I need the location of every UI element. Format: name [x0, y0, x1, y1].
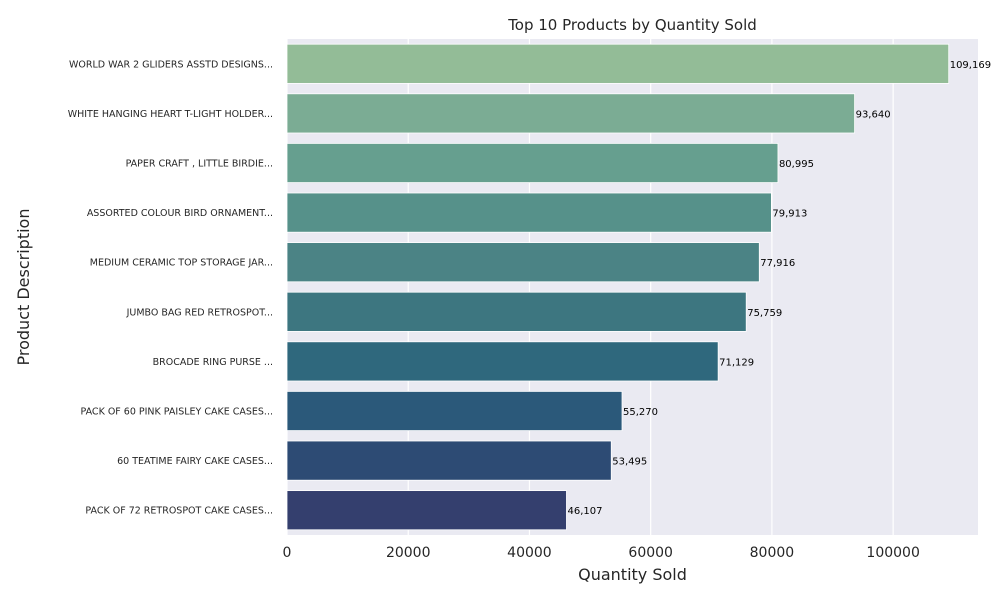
bar-value-label: 77,916: [760, 258, 795, 269]
bar-value-label: 55,270: [623, 407, 658, 418]
bar-value-label: 71,129: [719, 357, 754, 368]
x-tick-label: 0: [283, 545, 292, 561]
bar-value-label: 109,169: [950, 60, 991, 71]
y-tick-labels: WORLD WAR 2 GLIDERS ASSTD DESIGNS... WHIT…: [68, 59, 273, 516]
bar-value-label: 79,913: [772, 209, 807, 220]
y-tick-label: BROCADE RING PURSE ...: [153, 357, 273, 368]
x-tick-label: 80000: [750, 545, 795, 561]
bar: [286, 43, 950, 84]
bar: [286, 490, 567, 531]
bar: [286, 242, 760, 283]
x-tick-label: 100000: [866, 545, 919, 561]
bar: [286, 93, 855, 134]
y-tick-label: WORLD WAR 2 GLIDERS ASSTD DESIGNS...: [69, 59, 273, 70]
chart-title: Top 10 Products by Quantity Sold: [507, 16, 757, 34]
bar-value-label: 75,759: [747, 308, 782, 319]
bars: [286, 43, 950, 531]
bar-value-label: 46,107: [567, 506, 602, 517]
bar: [286, 143, 779, 183]
x-tick-label: 60000: [628, 545, 673, 561]
bar: [286, 341, 719, 382]
x-tick-label: 40000: [507, 545, 552, 561]
bar: [286, 440, 612, 481]
value-labels: 109,169 93,640 80,995 79,913 77,916 75,759 71,…: [567, 60, 991, 517]
y-tick-label: ASSORTED COLOUR BIRD ORNAMENT...: [87, 208, 273, 219]
x-tick-label: 20000: [386, 545, 431, 561]
bar-value-label: 93,640: [856, 109, 891, 120]
bar: [286, 291, 747, 332]
x-tick-labels: 0 20000 40000 60000 80000 100000: [283, 545, 920, 561]
y-tick-label: PACK OF 60 PINK PAISLEY CAKE CASES...: [80, 407, 273, 418]
bar: [286, 391, 623, 431]
y-tick-label: WHITE HANGING HEART T-LIGHT HOLDER...: [68, 109, 273, 120]
y-axis-label: Product Description: [14, 209, 33, 366]
bar-value-label: 53,495: [612, 457, 647, 468]
x-axis-label: Quantity Sold: [578, 565, 687, 584]
y-tick-label: 60 TEATIME FAIRY CAKE CASES...: [117, 456, 273, 467]
y-tick-label: MEDIUM CERAMIC TOP STORAGE JAR...: [90, 258, 273, 269]
y-tick-label: PACK OF 72 RETROSPOT CAKE CASES...: [85, 506, 273, 517]
bar-value-label: 80,995: [779, 159, 814, 170]
bar: [286, 192, 772, 233]
y-tick-label: JUMBO BAG RED RETROSPOT...: [126, 307, 273, 318]
y-tick-label: PAPER CRAFT , LITTLE BIRDIE...: [126, 159, 273, 170]
